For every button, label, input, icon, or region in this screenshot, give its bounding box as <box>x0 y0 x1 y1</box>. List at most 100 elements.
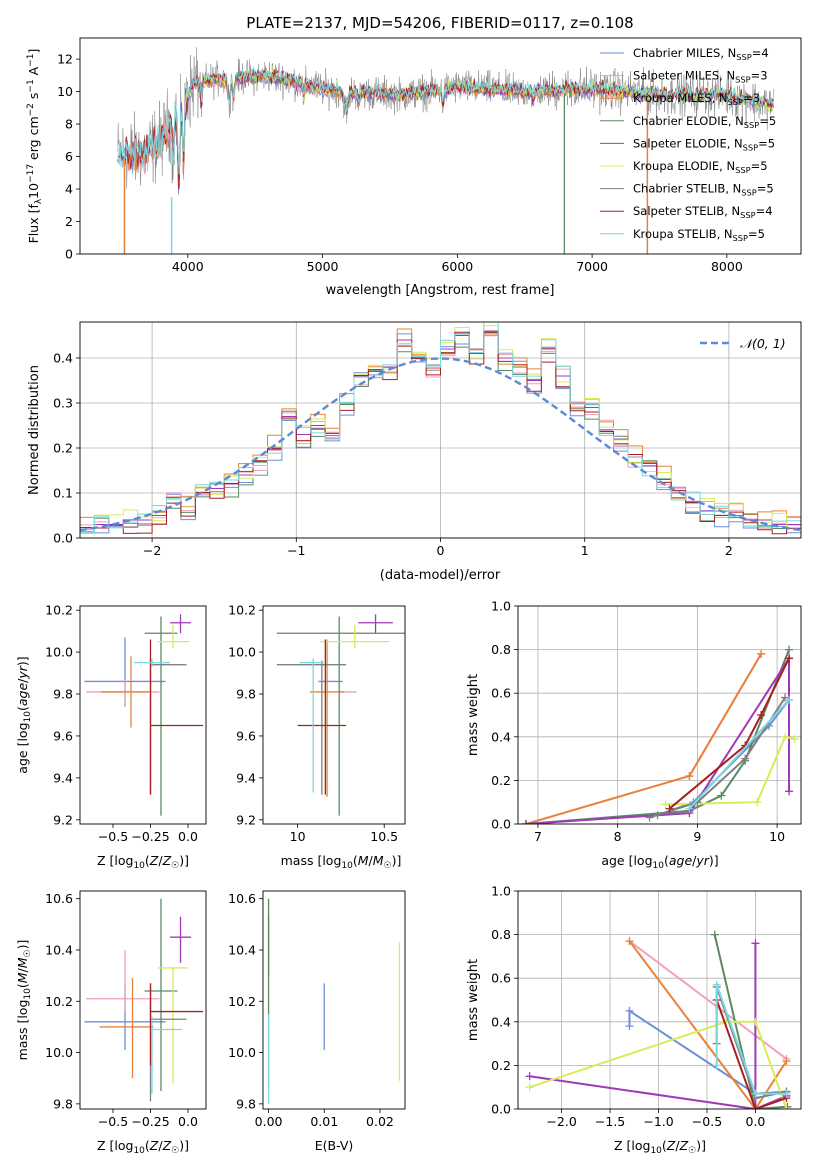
data-marker <box>751 939 760 948</box>
errorbar-point <box>170 614 191 634</box>
histogram-legend: 𝒩(0, 1) <box>700 336 786 351</box>
data-marker <box>625 1022 634 1031</box>
data-marker <box>782 1089 791 1098</box>
data-marker <box>712 1061 721 1070</box>
y-tick-label: 10.6 <box>45 891 73 906</box>
axes-frame <box>517 605 802 825</box>
y-axis-label: age [log10(age/yr)] <box>15 656 33 773</box>
data-marker <box>661 800 670 809</box>
x-tick-label: 8 <box>614 829 622 844</box>
data-marker <box>717 791 726 800</box>
y-tick-label: 6 <box>65 149 73 164</box>
data-marker <box>741 754 750 763</box>
y-tick-label: 1.0 <box>491 599 511 614</box>
errorbar-point <box>149 639 203 795</box>
x-tick-label: 0.01 <box>310 1114 338 1129</box>
data-marker <box>757 711 766 719</box>
x-tick-label: −0.25 <box>131 829 169 844</box>
series-line <box>529 943 787 1109</box>
y-tick-label: 10.0 <box>45 1045 73 1060</box>
x-tick-label: −0.5 <box>692 1114 722 1129</box>
data-marker <box>753 798 762 807</box>
x-axis-label: (data-model)/error <box>380 568 501 583</box>
y-tick-label: 10.2 <box>228 994 256 1009</box>
series-line <box>529 1020 788 1109</box>
y-tick-label: 10.6 <box>228 891 256 906</box>
y-tick-label: 10.2 <box>45 994 73 1009</box>
y-tick-label: 9.2 <box>236 812 256 827</box>
data-marker <box>757 649 766 658</box>
y-tick-label: 9.8 <box>53 1096 73 1111</box>
x-tick-label: −1.5 <box>595 1114 625 1129</box>
y-tick-label: 9.4 <box>53 770 73 785</box>
data-marker <box>782 1057 791 1066</box>
y-tick-label: 10.0 <box>228 645 256 660</box>
x-tick-label: −0.5 <box>98 1114 128 1129</box>
data-marker <box>645 813 654 822</box>
y-tick-label: 9.8 <box>236 687 256 702</box>
panel-mass_vs_ebv: 0.00 0.01 0.02 9.8 10.0 10.2 10.4 10.6 E(B-V) <box>228 890 406 1153</box>
errorbar-point <box>158 624 190 648</box>
x-tick-label: 10.5 <box>370 829 398 844</box>
errorbar-point <box>276 616 405 816</box>
data-marker <box>785 654 794 663</box>
series-line <box>665 735 795 806</box>
x-tick-label: −0.25 <box>131 1114 169 1129</box>
figure-title: PLATE=2137, MJD=54206, FIBERID=0117, z=0… <box>246 14 633 32</box>
data-marker <box>751 1089 760 1098</box>
legend-label: Chabrier ELODIE, NSSP=5 <box>633 114 776 130</box>
errorbar-point <box>170 916 191 963</box>
legend-label: Salpeter ELODIE, NSSP=5 <box>633 136 775 152</box>
y-tick-label: 0.0 <box>491 1102 511 1117</box>
data-marker <box>525 1083 534 1092</box>
y-tick-label: 10.4 <box>228 942 256 957</box>
x-tick-label: −2.0 <box>546 1114 576 1129</box>
y-tick-label: 9.6 <box>236 728 256 743</box>
panel-age_vs_mass: 10 10.5 9.2 9.4 9.6 9.8 10.0 10.2 mass [log10(M/… <box>228 603 406 871</box>
x-tick-label: 10 <box>290 829 306 844</box>
x-axis-label: mass [log10(M/M☉)] <box>281 853 402 871</box>
y-tick-label: 8 <box>65 117 73 132</box>
x-tick-label: 4000 <box>172 259 204 274</box>
y-tick-label: 9.8 <box>53 687 73 702</box>
x-tick-label: −1.0 <box>643 1114 673 1129</box>
panel-residuals: −2 −1 0 1 2 0.0 0.1 0.2 0.3 0.4 𝒩(0, 1) (data-model… <box>27 321 802 583</box>
y-tick-label: 0.3 <box>53 396 73 411</box>
plot-area-weight_vs_age <box>518 606 801 824</box>
plot-area-mass_vs_Z <box>84 898 203 1102</box>
y-tick-label: 0.6 <box>491 971 511 986</box>
x-axis-label: Z [log10(Z/Z☉)] <box>614 1138 706 1156</box>
y-tick-label: 9.8 <box>236 1096 256 1111</box>
series-line <box>668 657 790 810</box>
errorbar-point <box>134 658 170 667</box>
legend-label: Kroupa STELIB, NSSP=5 <box>633 227 765 243</box>
series-line <box>649 697 786 819</box>
x-axis-label: wavelength [Angstrom, rest frame] <box>326 283 555 298</box>
axes-frame <box>79 890 207 1110</box>
series-line <box>688 699 790 810</box>
x-tick-label: −1 <box>287 543 305 558</box>
y-tick-label: 4 <box>65 182 73 197</box>
series-line <box>628 1009 787 1095</box>
x-tick-label: 9 <box>693 829 701 844</box>
legend-label: Salpeter MILES, NSSP=3 <box>633 69 768 85</box>
errorbar-point <box>158 967 188 1084</box>
data-marker <box>785 787 794 796</box>
panel-spectrum: 4000 5000 6000 7000 8000 0 2 4 6 8 10 12 Chabrier MI… <box>26 37 802 298</box>
x-tick-label: 5000 <box>307 259 339 274</box>
x-tick-label: 2 <box>725 543 733 558</box>
x-tick-label: −2 <box>143 543 161 558</box>
legend-label: Kroupa ELODIE, NSSP=5 <box>633 159 768 175</box>
panel-weight_vs_Z: −2.0 −1.5 −1.0 −0.5 0.0 0.0 0.2 0.4 0.6 0.8 1.0 Z [… <box>466 884 802 1156</box>
plot-area-spectrum <box>117 47 774 254</box>
data-marker <box>685 772 694 781</box>
data-marker <box>790 734 799 743</box>
data-marker <box>685 804 694 813</box>
y-tick-label: 0.2 <box>491 1058 511 1073</box>
legend-label: Chabrier STELIB, NSSP=5 <box>633 182 774 198</box>
series-line <box>715 984 787 1095</box>
histogram-step <box>80 322 801 538</box>
x-tick-label: 0.0 <box>178 829 198 844</box>
